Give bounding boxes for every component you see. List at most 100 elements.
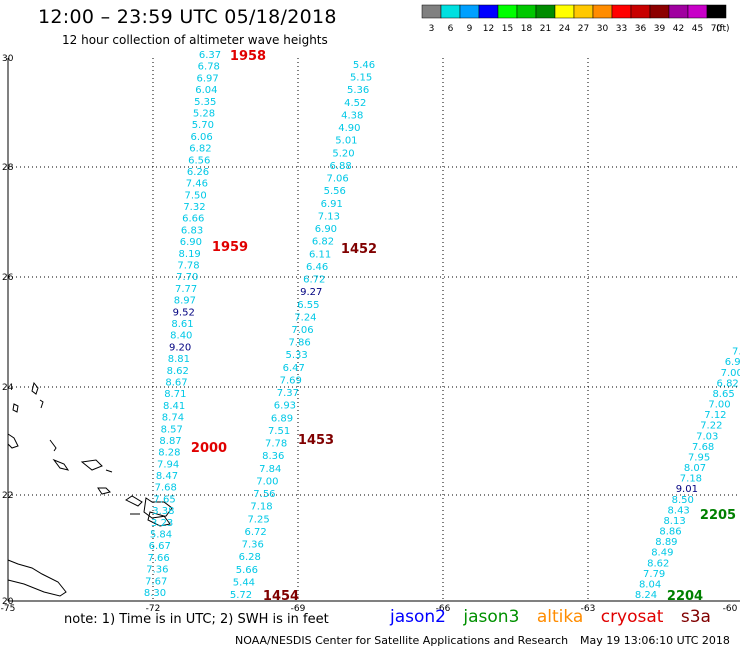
island-mayaguana xyxy=(105,469,113,473)
track-2204: 8.248.047.798.628.498.898.868.138.438.50… xyxy=(635,347,740,601)
swh-value: 8.87 xyxy=(159,436,181,447)
swh-value: 8.07 xyxy=(684,463,706,474)
swh-value: 7.56 xyxy=(253,489,275,500)
swh-value: 8.49 xyxy=(651,548,673,559)
island-caicos xyxy=(97,487,111,495)
swh-value: 6.66 xyxy=(182,214,204,225)
swh-value: 7.95 xyxy=(688,452,710,463)
swh-value: 6.72 xyxy=(303,275,325,286)
swh-value: 4.52 xyxy=(344,98,366,109)
swh-value: 6.98 xyxy=(725,357,740,368)
legend-label-21: 21 xyxy=(540,24,551,34)
swh-value: 6.82 xyxy=(189,144,211,155)
lon-label--69: -69 xyxy=(291,604,306,614)
satellite-legend: jason2 jason3 altika cryosat s3a xyxy=(390,607,723,627)
altimeter-tracks: 6.376.786.976.045.355.285.706.066.826.56… xyxy=(144,49,740,604)
time-label-1452: 1452 xyxy=(341,242,377,257)
swh-value: 4.90 xyxy=(338,123,360,134)
swh-value: 6.89 xyxy=(271,413,293,424)
swh-value: 8.71 xyxy=(164,389,186,400)
lon-label--75: -75 xyxy=(1,604,16,614)
swh-value: 8.04 xyxy=(639,579,661,590)
swh-value: 6.46 xyxy=(306,262,328,273)
swh-value: 6.56 xyxy=(188,155,210,166)
swh-value: 6.90 xyxy=(180,237,202,248)
legend-label-12: 12 xyxy=(483,24,494,34)
swh-value: 5.84 xyxy=(150,530,172,541)
swh-value: 7.12 xyxy=(704,410,726,421)
swh-value: 7.00 xyxy=(708,400,730,411)
lat-label-28: 28 xyxy=(2,163,14,173)
swh-value: 5.66 xyxy=(236,565,258,576)
lat-label-24: 24 xyxy=(2,383,14,393)
legend-swatch-70 xyxy=(706,4,727,19)
swh-value: 7.06 xyxy=(327,174,349,185)
swh-value: 5.33 xyxy=(286,350,308,361)
swh-value: 7.37 xyxy=(277,388,299,399)
lat-label-20: 20 xyxy=(2,597,14,607)
swh-value: 8.65 xyxy=(712,389,734,400)
swh-value: 6.11 xyxy=(309,249,331,260)
swh-value: 6.67 xyxy=(149,541,171,552)
swh-value: 6.78 xyxy=(198,62,220,73)
swh-value: 7.65 xyxy=(153,494,175,505)
legend-label-30: 30 xyxy=(597,24,609,34)
legend-label-36: 36 xyxy=(635,24,647,34)
swh-value: 7.03 xyxy=(696,431,718,442)
swh-value: 5.35 xyxy=(194,97,216,108)
swh-value: 8.62 xyxy=(647,558,669,569)
swh-value: 7.18 xyxy=(250,502,272,513)
swh-value: 9.20 xyxy=(169,342,191,353)
swh-value: 7.50 xyxy=(185,190,207,201)
land-outlines xyxy=(7,381,173,597)
credit-timestamp: May 19 13:06:10 UTC 2018 xyxy=(580,634,730,647)
swh-value: 9.52 xyxy=(173,307,195,318)
island-andros xyxy=(12,403,19,413)
swh-value: 4.38 xyxy=(341,110,363,121)
swh-value: 7.1 xyxy=(732,347,740,358)
swh-value: 8.74 xyxy=(162,413,184,424)
swh-value: 7.18 xyxy=(680,474,702,485)
swh-value: 8.30 xyxy=(144,588,166,599)
swh-value: 7.68 xyxy=(692,442,714,453)
swh-value: 7.86 xyxy=(288,338,310,349)
lat-label-22: 22 xyxy=(2,491,13,501)
credit-line: NOAA/NESDIS Center for Satellite Applica… xyxy=(235,634,569,647)
swh-value: 7.22 xyxy=(700,421,722,432)
swh-value: 8.36 xyxy=(262,451,284,462)
swh-value: 8.62 xyxy=(167,366,189,377)
sat-jason3: jason3 xyxy=(463,607,520,627)
sat-s3a: s3a xyxy=(680,607,711,627)
swh-value: 8.57 xyxy=(161,424,183,435)
swh-value: 7.77 xyxy=(175,284,197,295)
swh-value: 5.36 xyxy=(347,85,369,96)
swh-value: 6.06 xyxy=(190,132,212,143)
sat-cryosat: cryosat xyxy=(600,607,664,627)
swh-value: 5.28 xyxy=(193,108,215,119)
time-label-1958: 1958 xyxy=(230,49,266,64)
time-label-2205: 2205 xyxy=(700,508,736,523)
legend-label-15: 15 xyxy=(502,24,513,34)
graticule xyxy=(8,58,740,601)
swh-value: 3.23 xyxy=(151,518,173,529)
island-hispaniola xyxy=(7,559,67,597)
chart-subtitle: 12 hour collection of altimeter wave hei… xyxy=(62,33,328,47)
swh-value: 8.81 xyxy=(168,354,190,365)
swh-value: 7.70 xyxy=(176,272,198,283)
swh-value: 8.24 xyxy=(635,590,657,601)
swh-value: 8.28 xyxy=(158,448,180,459)
swh-value: 5.46 xyxy=(353,60,375,71)
legend-label-42: 42 xyxy=(673,24,684,34)
swh-value: 8.50 xyxy=(672,495,694,506)
color-legend: 3 6 9 12 15 18 21 24 27 30 33 36 39 42 45 70(ft) xyxy=(421,4,730,34)
swh-value: 7.69 xyxy=(280,375,302,386)
swh-value: 7.78 xyxy=(177,261,199,272)
track-1958: 6.376.786.976.045.355.285.706.066.826.56… xyxy=(144,50,221,599)
legend-label-27: 27 xyxy=(578,24,589,34)
legend-label-3: 3 xyxy=(429,24,435,34)
lat-label-30: 30 xyxy=(2,54,14,64)
swh-value: 7.66 xyxy=(147,553,169,564)
swh-value: 7.46 xyxy=(186,179,208,190)
island-long xyxy=(49,439,57,452)
swh-value: 8.67 xyxy=(165,377,187,388)
